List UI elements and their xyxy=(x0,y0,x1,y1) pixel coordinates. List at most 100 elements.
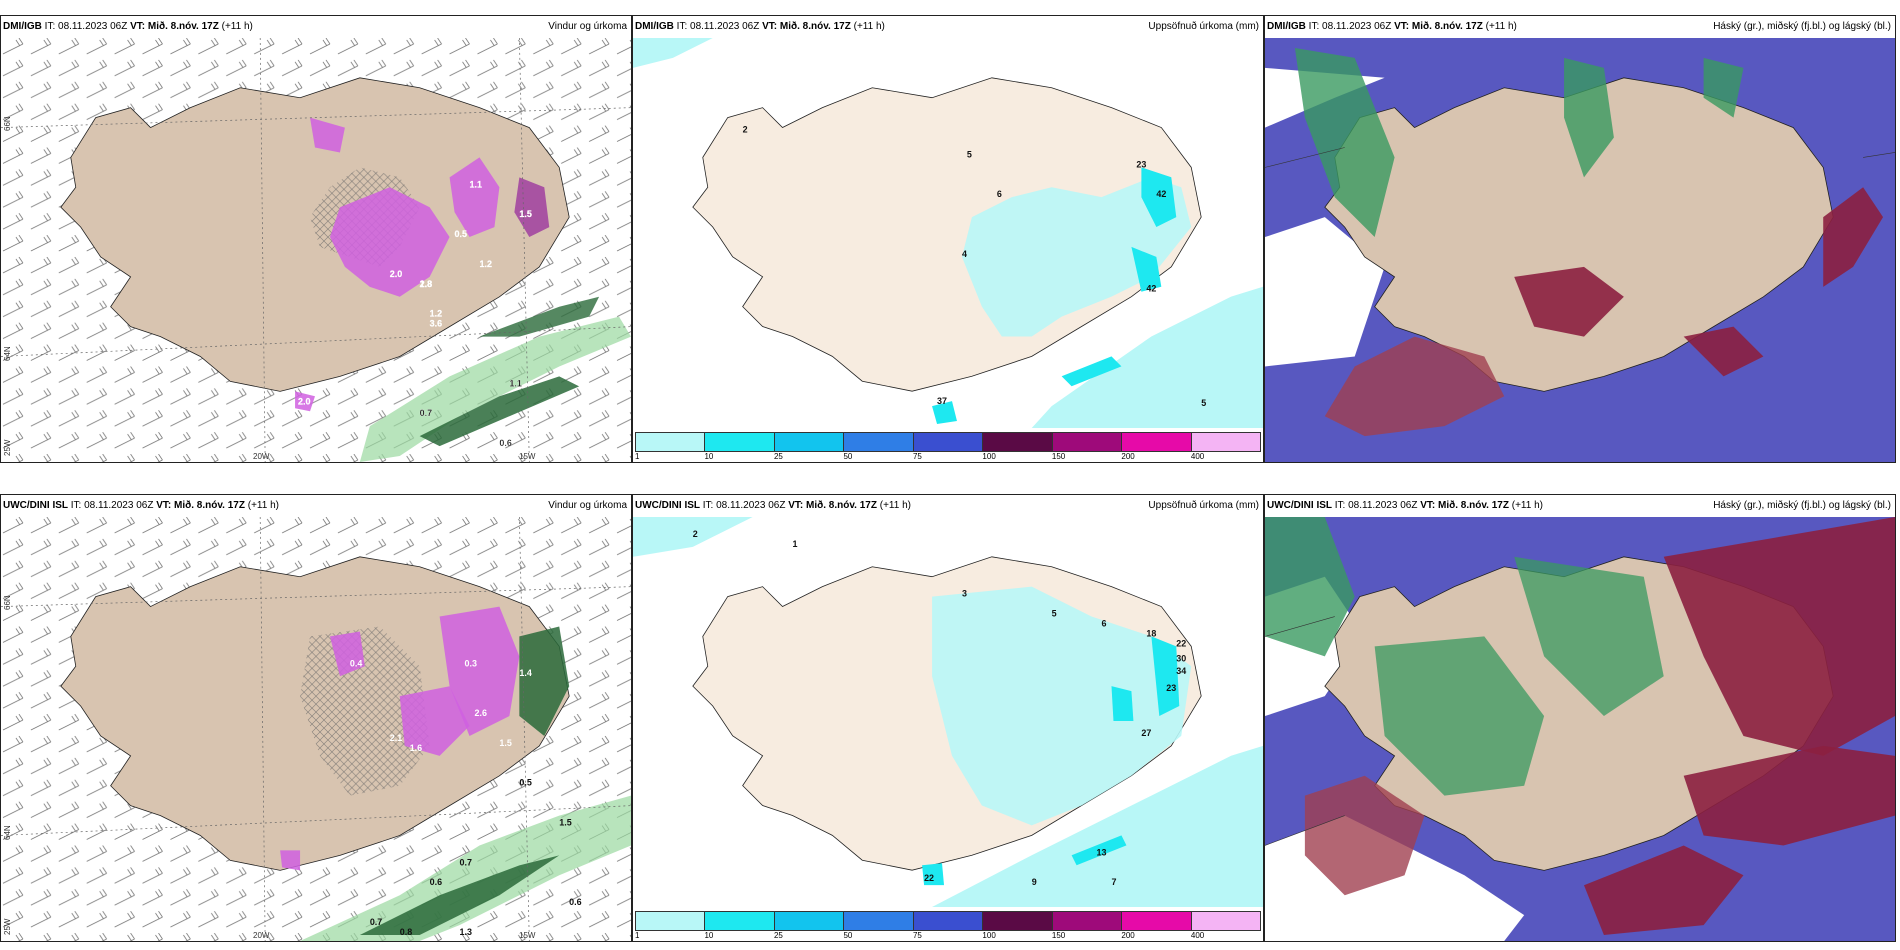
legend-swatch xyxy=(774,912,845,930)
precip-map-svg: 2 1 3 5 6 18 22 30 34 23 27 13 22 9 7 xyxy=(633,517,1263,907)
wind-value: 1.1 xyxy=(470,179,482,189)
precip-value: 23 xyxy=(1166,683,1176,693)
legend-swatch xyxy=(983,433,1053,451)
legend-tick: 50 xyxy=(843,452,853,461)
panel-dmi-precip: DMI/IGB IT: 08.11.2023 06Z VT: Mið. 8.nó… xyxy=(632,15,1264,463)
wind-value: 2.8 xyxy=(420,279,432,289)
wind-value: 0.7 xyxy=(141,100,153,110)
legend-tick: 400 xyxy=(1190,931,1205,940)
precip-value: 6 xyxy=(1102,618,1107,628)
legend-swatch xyxy=(844,912,914,930)
panel-title: Háský (gr.), miðský (fj.bl.) og lágský (… xyxy=(1713,500,1891,511)
legend-tick: 100 xyxy=(982,452,996,461)
lat-64n: 64N xyxy=(3,346,12,361)
it-label: IT: xyxy=(1308,21,1320,32)
legend-tick: 25 xyxy=(773,931,783,940)
wind-value: 1.2 xyxy=(430,309,442,319)
precip-green xyxy=(359,316,631,462)
panel-title: Vindur og úrkoma xyxy=(548,500,627,511)
precip-value: 4 xyxy=(962,249,967,259)
legend-swatch xyxy=(1122,433,1192,451)
wind-value: 0.5 xyxy=(519,778,531,788)
wind-value: 3.6 xyxy=(430,319,442,329)
legend-tick: 100 xyxy=(982,931,996,940)
map-wind: 0.7 2.0 1.8 1.2 0.5 1.1 1.2 1.5 0.7 1.1 … xyxy=(1,38,631,462)
precip-value: 5 xyxy=(1201,398,1206,408)
legend-tick: 150 xyxy=(1051,452,1066,461)
panel-dini-cloud: UWC/DINI ISL IT: 08.11.2023 06Z VT: Mið.… xyxy=(1264,494,1896,942)
wind-value: 1.2 xyxy=(479,259,491,269)
map-cloud xyxy=(1265,517,1895,941)
legend-swatch xyxy=(1191,433,1260,451)
vt-label: VT: xyxy=(130,21,146,32)
init-time: 08.11.2023 06Z xyxy=(58,21,128,32)
panel-dmi-wind: DMI/IGB IT: 08.11.2023 06Z VT: Mið. 8.nó… xyxy=(0,15,632,463)
precip-legend: 1 10 25 50 75 100 150 200 400 xyxy=(635,911,1261,940)
map-wind: 0.4 2.1 1.6 0.3 2.6 1.5 1.4 0.6 0.7 1.5 … xyxy=(1,517,631,941)
valid-time: Mið. 8.nóv. 17Z xyxy=(1411,21,1483,32)
it-label: IT: xyxy=(1334,500,1346,511)
precip-value: 42 xyxy=(1156,189,1166,199)
cloud-map-svg xyxy=(1265,38,1895,462)
legend-swatch xyxy=(1052,433,1123,451)
wind-value: 1.5 xyxy=(499,738,511,748)
wind-value: 0.7 xyxy=(370,917,382,927)
legend-tick: 1 xyxy=(635,452,640,461)
model-label: DMI/IGB xyxy=(3,21,42,32)
valid-time: Mið. 8.nóv. 17Z xyxy=(174,500,245,511)
wind-value: 1.8 xyxy=(420,279,432,289)
iceland-land xyxy=(692,77,1202,392)
model-label: UWC/DINI ISL xyxy=(635,500,700,511)
precip-magenta xyxy=(329,187,450,297)
precip-value: 2 xyxy=(693,529,698,539)
legend-tick: 200 xyxy=(1121,452,1135,461)
wind-value: 0.6 xyxy=(430,877,442,887)
legend-swatch xyxy=(774,433,845,451)
wind-value: 1.1 xyxy=(509,378,521,388)
map-precip: 2 5 6 4 23 42 42 37 5 xyxy=(633,38,1263,428)
lat-64n: 64N xyxy=(3,825,12,840)
lon-25w: 25W xyxy=(3,918,12,935)
panel-header: UWC/DINI ISL IT: 08.11.2023 06Z VT: Mið.… xyxy=(1265,495,1895,517)
precip-value: 5 xyxy=(1052,608,1057,618)
lead-time: (+11 h) xyxy=(1511,500,1543,511)
lon-20w: 20W xyxy=(253,452,270,461)
precip-value: 3 xyxy=(962,589,967,599)
precip-value: 30 xyxy=(1176,653,1186,663)
wind-value: 0.7 xyxy=(460,857,472,867)
precip-value: 9 xyxy=(1032,877,1037,887)
wind-value: 2.0 xyxy=(390,269,402,279)
precip-value: 1 xyxy=(792,539,797,549)
vt-label: VT: xyxy=(156,500,172,511)
legend-swatch xyxy=(636,433,706,451)
vt-label: VT: xyxy=(1420,500,1436,511)
lead-time: (+11 h) xyxy=(247,500,279,511)
wind-value: 0.5 xyxy=(455,229,467,239)
it-label: IT: xyxy=(70,500,82,511)
precip-value: 34 xyxy=(1176,666,1186,676)
init-time: 08.11.2023 06Z xyxy=(1322,21,1392,32)
wind-value: 0.3 xyxy=(465,658,477,668)
wind-value: 2.1 xyxy=(390,733,402,743)
valid-time: Mið. 8.nóv. 17Z xyxy=(147,21,219,32)
panel-title: Uppsöfnuð úrkoma (mm) xyxy=(1148,21,1259,32)
lead-time: (+11 h) xyxy=(879,500,911,511)
valid-time: Mið. 8.nóv. 17Z xyxy=(806,500,877,511)
legend-swatch xyxy=(705,912,775,930)
lon-25w: 25W xyxy=(3,439,12,456)
cloud-map-svg xyxy=(1265,517,1895,941)
legend-tick: 200 xyxy=(1121,931,1135,940)
wind-value: 0.6 xyxy=(499,438,511,448)
init-time: 08.11.2023 06Z xyxy=(1348,500,1418,511)
wind-value: 1.3 xyxy=(460,927,472,937)
precip-value: 5 xyxy=(967,149,972,159)
it-label: IT: xyxy=(676,21,688,32)
lead-time: (+11 h) xyxy=(853,21,885,32)
legend-swatch xyxy=(636,912,706,930)
wind-value: 1.4 xyxy=(519,668,531,678)
panel-header: DMI/IGB IT: 08.11.2023 06Z VT: Mið. 8.nó… xyxy=(1265,16,1895,38)
legend-tick: 10 xyxy=(704,452,714,461)
vt-label: VT: xyxy=(1394,21,1410,32)
precip-value: 42 xyxy=(1146,284,1156,294)
precip-value: 27 xyxy=(1141,728,1151,738)
